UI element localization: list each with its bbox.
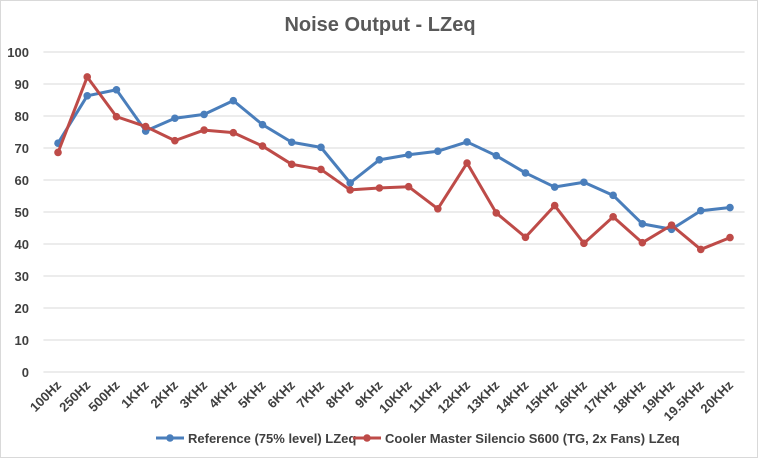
data-point: [200, 110, 208, 119]
data-point: [83, 73, 92, 81]
data-point: [550, 201, 559, 210]
x-tick-label: 250Hz: [56, 377, 94, 415]
data-point: [83, 92, 92, 100]
y-tick-label: 10: [15, 333, 29, 348]
x-tick-label: 8KHz: [323, 377, 357, 411]
data-point: [580, 239, 588, 248]
data-point: [141, 122, 150, 131]
data-point: [492, 151, 501, 160]
series-line-0: [56, 88, 731, 231]
data-point: [638, 220, 647, 228]
x-tick-label: 20KHz: [697, 377, 736, 416]
data-point: [258, 142, 267, 150]
legend-label-0: Reference (75% level) LZeq: [188, 431, 356, 446]
x-tick-label: 10KHz: [376, 377, 415, 416]
data-point: [375, 156, 384, 164]
y-tick-label: 30: [15, 269, 29, 284]
data-point: [696, 245, 705, 254]
legend-marker-0: [166, 434, 174, 442]
data-point: [696, 206, 705, 215]
x-tick-label: 1KHz: [118, 377, 152, 411]
data-point: [112, 112, 121, 121]
x-tick-label: 7KHz: [293, 377, 327, 411]
y-tick-label: 80: [15, 109, 29, 124]
data-point: [200, 126, 208, 134]
legend-label-1: Cooler Master Silencio S600 (TG, 2x Fans…: [385, 431, 680, 446]
data-point: [346, 186, 354, 194]
data-point: [317, 165, 325, 174]
x-tick-label: 6KHz: [264, 377, 298, 411]
data-point: [463, 138, 471, 146]
data-point: [521, 169, 530, 177]
y-tick-label: 40: [15, 237, 29, 252]
x-tick-label: 4KHz: [206, 377, 240, 411]
data-point: [171, 114, 179, 123]
data-point: [609, 191, 617, 200]
data-point: [667, 221, 676, 229]
data-point: [317, 143, 325, 152]
data-point: [550, 183, 559, 191]
data-point: [492, 209, 501, 217]
x-tick-label: 5KHz: [235, 377, 269, 411]
x-tick-label: 3KHz: [177, 377, 211, 411]
data-point: [404, 182, 413, 191]
chart-title: Noise Output - LZeq: [284, 14, 475, 36]
data-point: [609, 213, 617, 221]
data-point: [375, 184, 384, 192]
data-point: [346, 179, 354, 187]
data-point: [434, 147, 442, 155]
data-point: [229, 128, 238, 137]
data-point: [229, 96, 238, 105]
x-tick-label: 2KHz: [147, 377, 181, 411]
data-point: [258, 120, 267, 129]
data-point: [112, 85, 121, 94]
x-tick-label: 100Hz: [27, 377, 65, 415]
data-point: [638, 238, 647, 247]
y-tick-label: 70: [15, 141, 29, 156]
legend-marker-1: [363, 434, 371, 442]
x-tick-label: 500Hz: [85, 377, 123, 415]
y-tick-label: 50: [15, 205, 29, 220]
data-point: [726, 203, 734, 212]
data-point: [580, 178, 588, 187]
y-tick-label: 100: [7, 45, 29, 60]
data-point: [287, 138, 296, 147]
y-tick-label: 0: [22, 365, 29, 380]
y-tick-label: 90: [15, 77, 29, 92]
data-point: [434, 205, 442, 213]
y-tick-label: 60: [15, 173, 29, 188]
data-point: [171, 136, 179, 145]
data-point: [404, 150, 413, 159]
data-point: [54, 148, 62, 157]
data-point: [287, 160, 296, 169]
series-line-1: [56, 75, 731, 251]
data-point: [726, 233, 734, 242]
data-point: [521, 233, 530, 242]
y-tick-label: 20: [15, 301, 29, 316]
data-point: [463, 159, 471, 167]
